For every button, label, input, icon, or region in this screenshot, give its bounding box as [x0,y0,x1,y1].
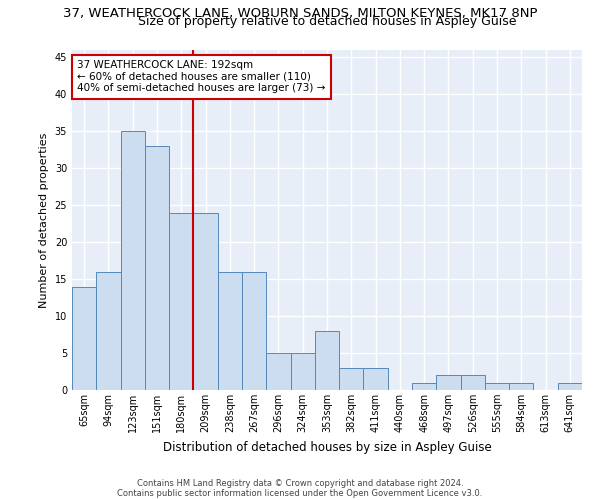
Text: Contains public sector information licensed under the Open Government Licence v3: Contains public sector information licen… [118,488,482,498]
Text: 37, WEATHERCOCK LANE, WOBURN SANDS, MILTON KEYNES, MK17 8NP: 37, WEATHERCOCK LANE, WOBURN SANDS, MILT… [63,8,537,20]
Bar [218,272,242,390]
Bar [364,368,388,390]
Bar [169,212,193,390]
Text: Contains HM Land Registry data © Crown copyright and database right 2024.: Contains HM Land Registry data © Crown c… [137,478,463,488]
Bar [242,272,266,390]
Bar [558,382,582,390]
Text: 37 WEATHERCOCK LANE: 192sqm
← 60% of detached houses are smaller (110)
40% of se: 37 WEATHERCOCK LANE: 192sqm ← 60% of det… [77,60,325,94]
Bar [121,132,145,390]
Title: Size of property relative to detached houses in Aspley Guise: Size of property relative to detached ho… [138,15,516,28]
Y-axis label: Number of detached properties: Number of detached properties [39,132,49,308]
Bar [315,331,339,390]
Bar [193,212,218,390]
Bar [145,146,169,390]
Bar [412,382,436,390]
Bar [266,353,290,390]
Bar [485,382,509,390]
Bar [509,382,533,390]
Bar [461,375,485,390]
X-axis label: Distribution of detached houses by size in Aspley Guise: Distribution of detached houses by size … [163,440,491,454]
Bar [72,286,96,390]
Bar [290,353,315,390]
Bar [96,272,121,390]
Bar [339,368,364,390]
Bar [436,375,461,390]
